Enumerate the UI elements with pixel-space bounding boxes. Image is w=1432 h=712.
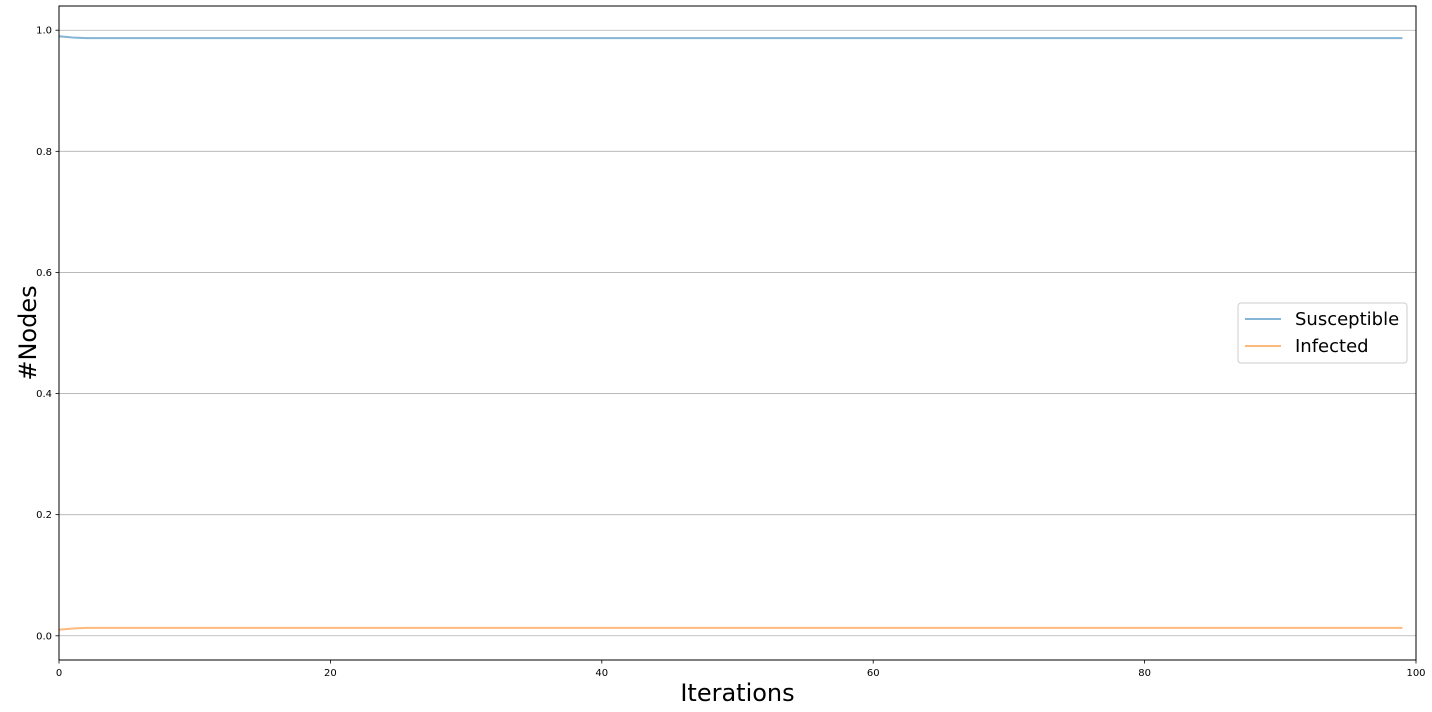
y-tick-label: 0.8 bbox=[36, 147, 52, 158]
series-line-infected bbox=[58, 626, 1403, 631]
x-tick-label: 80 bbox=[1138, 668, 1151, 679]
legend-label-susceptible: Susceptible bbox=[1295, 309, 1399, 330]
y-tick-label: 0.0 bbox=[36, 631, 52, 642]
x-tick-label: 0 bbox=[56, 668, 62, 679]
x-tick-label: 20 bbox=[324, 668, 337, 679]
plot-frame bbox=[58, 5, 1417, 661]
x-tick-label: 60 bbox=[867, 668, 880, 679]
x-tick-label: 100 bbox=[1406, 668, 1425, 679]
x-axis-label: Iterations bbox=[680, 679, 794, 707]
y-tick-label: 1.0 bbox=[36, 26, 52, 37]
legend-label-infected: Infected bbox=[1295, 336, 1369, 357]
y-tick-label: 0.4 bbox=[36, 389, 52, 400]
grid-lines bbox=[59, 29, 1416, 637]
axis-ticks: 0.0 0.2 0.4 0.6 0.8 1.0 0 20 40 60 80 100 bbox=[36, 26, 1425, 679]
y-tick-label: 0.6 bbox=[36, 268, 52, 279]
x-tick-label: 40 bbox=[595, 668, 608, 679]
legend: Susceptible Infected bbox=[1237, 302, 1408, 364]
y-axis-label: #Nodes bbox=[14, 285, 42, 380]
y-tick-label: 0.2 bbox=[36, 510, 52, 521]
series-line-susceptible bbox=[58, 35, 1403, 40]
series-lines bbox=[58, 35, 1403, 631]
